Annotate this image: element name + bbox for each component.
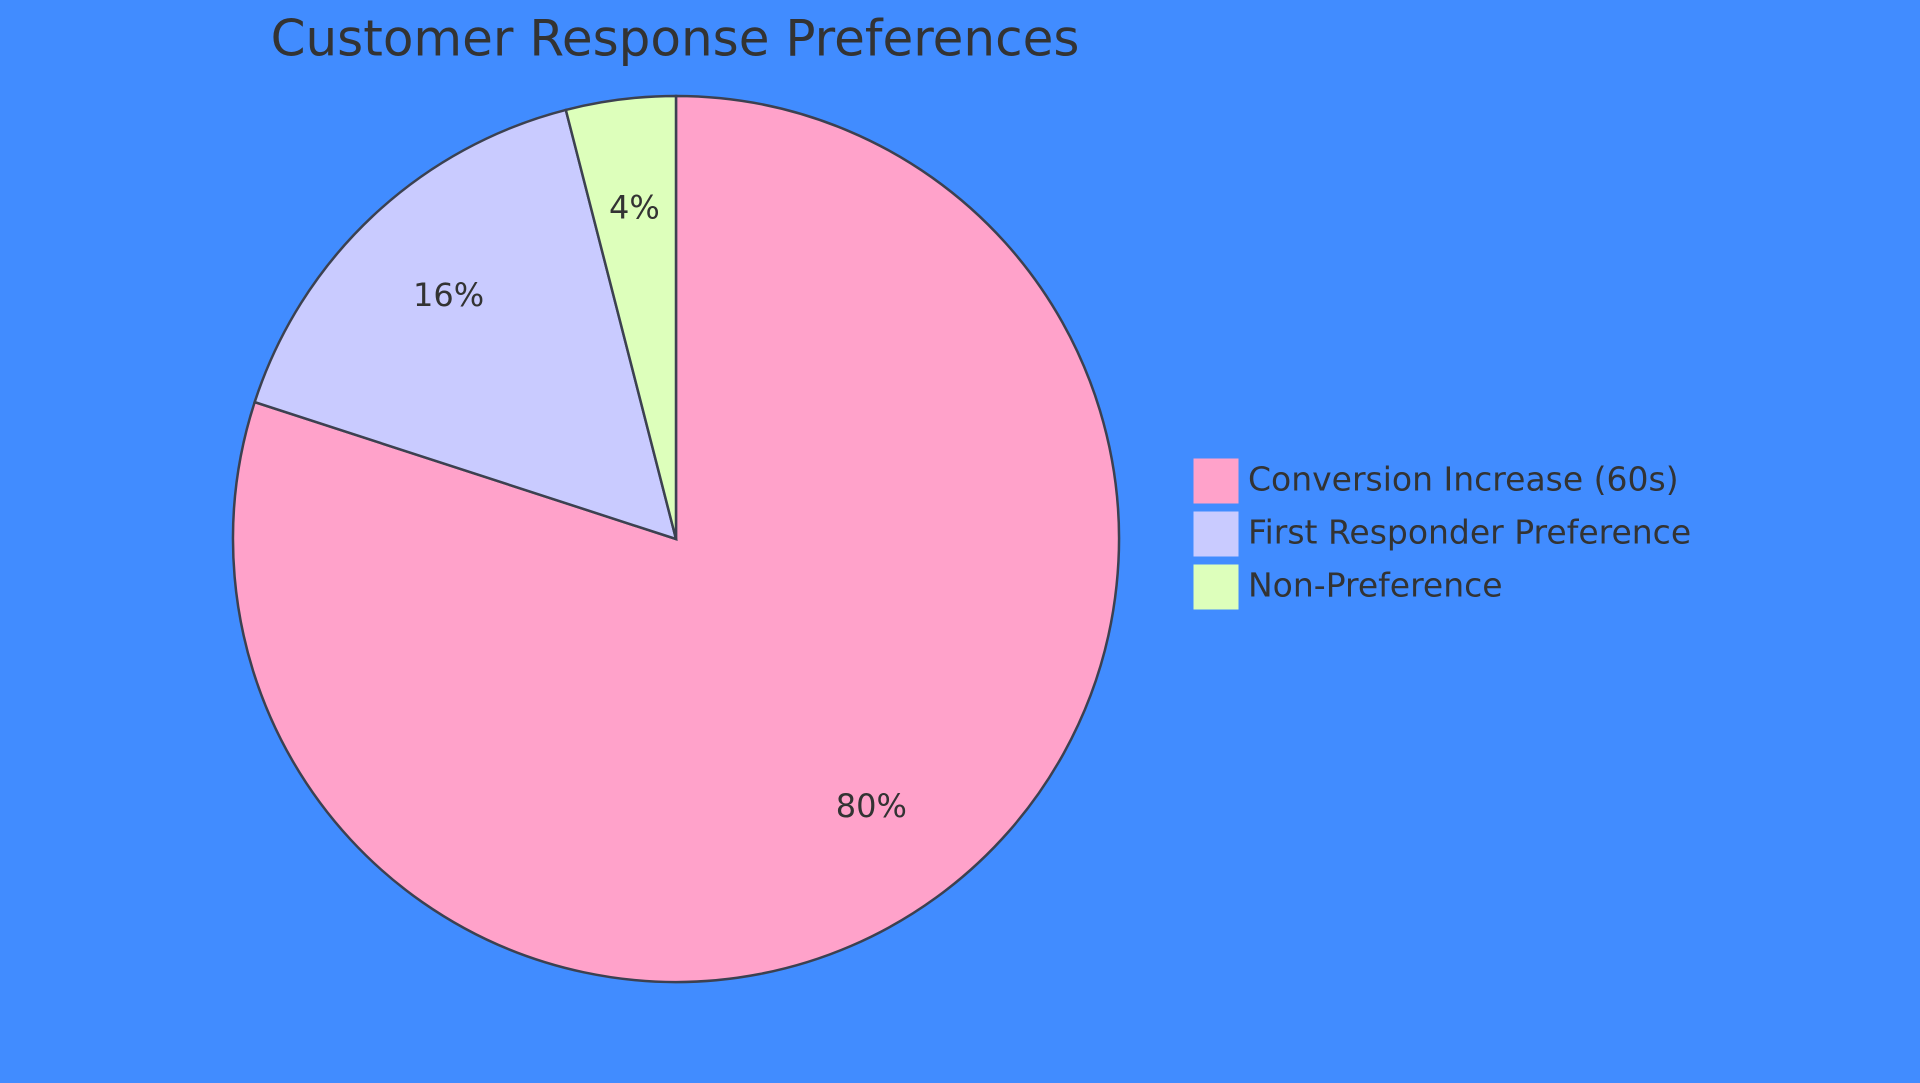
legend-label: First Responder Preference	[1248, 513, 1691, 552]
pie-slice	[564, 94, 678, 540]
chart-title: Customer Response Preferences	[271, 10, 1080, 68]
legend-swatch	[1193, 564, 1239, 610]
pie-slice	[231, 94, 1121, 984]
slice-label: 80%	[836, 787, 907, 825]
pie-slice	[253, 108, 678, 541]
legend-swatch	[1193, 511, 1239, 557]
legend-label: Conversion Increase (60s)	[1248, 460, 1679, 499]
legend-swatch	[1193, 458, 1239, 504]
slice-label: 16%	[413, 276, 484, 314]
legend-label: Non-Preference	[1248, 566, 1503, 605]
slice-label: 4%	[609, 188, 660, 226]
